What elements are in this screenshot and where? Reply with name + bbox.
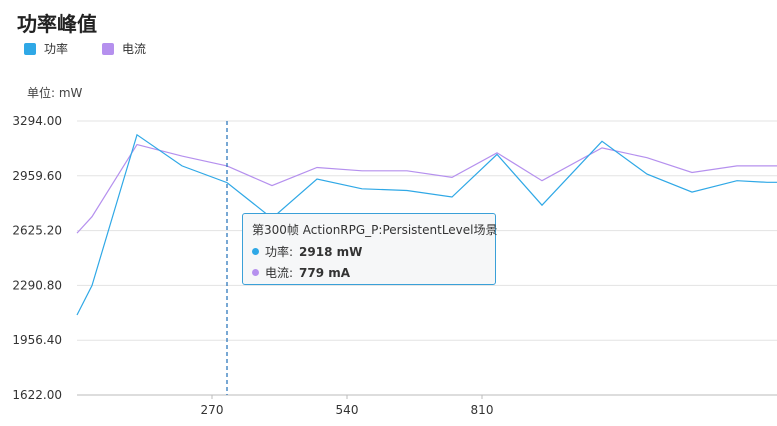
x-tick-label: 540 (336, 403, 359, 417)
tooltip: 第300帧 ActionRPG_P:PersistentLevel场景 功率: … (242, 213, 498, 285)
tooltip-row-current: 电流: 779 mA (252, 264, 486, 281)
tooltip-title: 第300帧 ActionRPG_P:PersistentLevel场景 (252, 223, 498, 237)
y-tick-label: 1622.00 (12, 388, 62, 402)
series-line-power (76, 133, 777, 316)
y-tick-label: 2290.80 (12, 278, 62, 292)
tooltip-label-current: 电流: (265, 266, 294, 280)
y-tick-label: 1956.40 (12, 333, 62, 347)
chart-title: 功率峰值 (17, 12, 97, 36)
x-tick-label: 270 (201, 403, 224, 417)
legend-item-current[interactable]: 电流 (102, 40, 146, 57)
tooltip-value-current: 779 mA (299, 265, 351, 280)
tooltip-dot-current (252, 269, 259, 276)
tooltip-row-power: 功率: 2918 mW (252, 243, 486, 260)
y-tick-label: 3294.00 (12, 114, 62, 128)
y-tick-label: 2959.60 (12, 169, 62, 183)
legend-label-power: 功率 (44, 42, 69, 56)
chart-legend: 功率 电流 (24, 40, 146, 57)
y-axis-unit: 单位: mW (27, 86, 83, 100)
x-tick-label: 810 (471, 403, 494, 417)
legend-swatch-power (24, 42, 36, 55)
tooltip-label-power: 功率: (265, 245, 294, 259)
legend-label-current: 电流 (122, 42, 147, 56)
tooltip-dot-power (252, 248, 259, 255)
series-line-current (76, 143, 777, 234)
y-tick-label: 2625.20 (12, 224, 62, 238)
tooltip-value-power: 2918 mW (299, 244, 363, 259)
legend-swatch-current (102, 42, 115, 55)
legend-item-power[interactable]: 功率 (24, 40, 68, 57)
